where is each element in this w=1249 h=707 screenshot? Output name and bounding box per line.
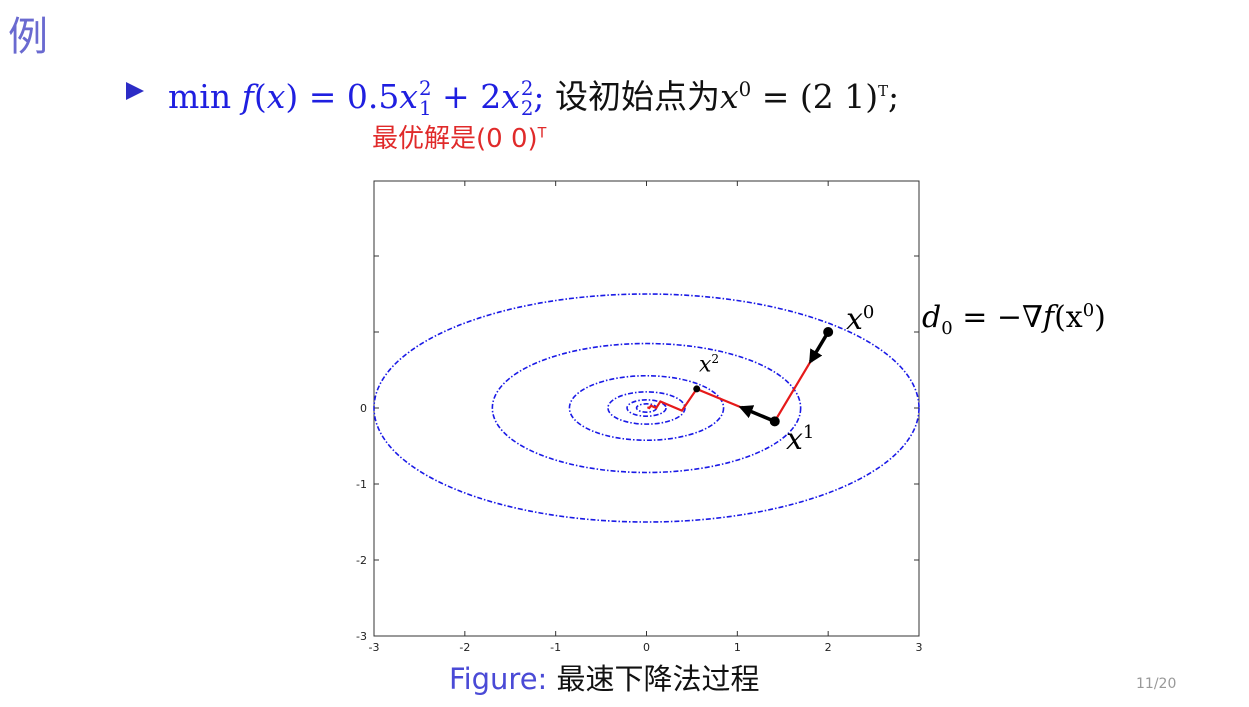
figure-caption: Figure: 最速下降法过程 (449, 656, 760, 698)
x-tick-label-1: -2 (459, 641, 470, 654)
coef-2: 2 (480, 77, 502, 116)
caption-text: 最速下降法过程 (547, 662, 760, 696)
y-tick-label-2: -1 (356, 478, 367, 491)
bullet-triangle-icon (126, 82, 144, 100)
setup-text: 设初始点为 (544, 77, 721, 116)
x0-var: x (720, 77, 739, 116)
coef-1: 0.5 (346, 77, 400, 116)
func-x: x (266, 77, 286, 116)
direction-annotation: d0 = −∇f(x0) (922, 300, 1106, 339)
iterate-point-0 (823, 327, 834, 337)
plot-area-frame (373, 180, 920, 637)
transpose-mark: T (878, 82, 889, 100)
x-tick-label-5: 2 (825, 641, 832, 654)
gradient-arrow-1 (738, 405, 776, 423)
var-x1: x (399, 77, 418, 116)
caption-label: Figure: (449, 662, 548, 696)
optimal-transpose-mark: T (537, 125, 547, 142)
x-tick-label-4: 1 (734, 641, 741, 654)
contour-ellipse-4 (491, 342, 802, 474)
sub-1: 1 (418, 97, 432, 120)
exp-2: 2 (520, 77, 534, 101)
gradient-arrows (738, 331, 830, 423)
label-x1: x1 (786, 422, 815, 457)
problem-statement: min f(x) = 0.5x 2 1 + 2x 2 2; 设初始点为x0 = (2 1… (168, 77, 900, 120)
init-vector: = (2 1) (751, 77, 879, 116)
iterate-point-2 (693, 385, 701, 393)
contour-ellipse-1 (626, 399, 667, 417)
optimal-solution-text: 最优解是(0 0) (372, 124, 538, 154)
contour-ellipse-0 (635, 403, 658, 413)
gradient-arrow-0 (809, 331, 830, 364)
iterate-point-1 (769, 416, 780, 427)
min-keyword: min (168, 77, 232, 116)
x-tick-label-6: 3 (916, 641, 923, 654)
contour-ellipse-5 (373, 293, 920, 523)
x-tick-label-3: 0 (643, 641, 650, 654)
page-number: 11/20 (1136, 676, 1177, 692)
x0-sup: 0 (738, 78, 752, 101)
slide-heading: 例 (8, 14, 48, 60)
label-x2: x2 (699, 352, 720, 378)
contour-ellipse-3 (568, 374, 725, 442)
iterate-points (693, 327, 834, 427)
y-tick-label-1: -2 (356, 554, 367, 567)
label-x0: x0 (846, 302, 875, 337)
x-tick-label-2: -1 (550, 641, 561, 654)
x-tick-label-0: -3 (369, 641, 380, 654)
semicolon-1: ; (533, 77, 545, 116)
var-x2: x (501, 77, 520, 116)
y-tick-label-3: 0 (360, 402, 367, 415)
plus: + (431, 77, 481, 116)
y-tick-label-0: -3 (356, 630, 367, 643)
optimal-solution-note: 最优解是(0 0)T (372, 118, 546, 155)
contour-group (373, 293, 920, 523)
exp-1: 2 (418, 77, 432, 101)
sub-2: 2 (520, 97, 534, 120)
equals: = (298, 77, 347, 116)
func-f: f (241, 77, 254, 116)
semicolon-2: ; (888, 77, 900, 116)
axis-ticks: -3 -2 -1 0 1 2 3 -3 -2 -1 0 (356, 181, 923, 654)
